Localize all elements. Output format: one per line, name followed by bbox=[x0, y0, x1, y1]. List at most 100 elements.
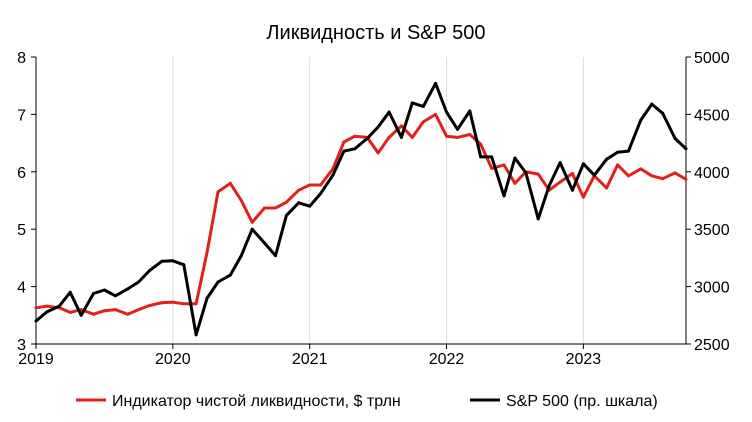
liquidity-line-point bbox=[102, 309, 106, 313]
left-tick-label: 8 bbox=[17, 50, 26, 67]
sp500-line-point bbox=[171, 259, 175, 263]
sp500-line-point bbox=[182, 263, 186, 267]
liquidity-line-point bbox=[148, 304, 152, 307]
legend-label: Индикатор чистой ликвидности, $ трлн bbox=[112, 393, 401, 410]
sp500-line-point bbox=[308, 204, 312, 208]
liquidity-line-point bbox=[490, 166, 494, 170]
liquidity-line-point bbox=[468, 133, 472, 136]
sp500-line-point bbox=[536, 217, 540, 221]
sp500-line-point bbox=[410, 101, 414, 105]
liquidity-line-point bbox=[581, 195, 585, 199]
sp500-line-point bbox=[45, 310, 49, 314]
chart-title: Ликвидность и S&P 500 bbox=[266, 22, 485, 44]
x-tick-label: 2021 bbox=[292, 351, 328, 368]
liquidity-line-point bbox=[182, 302, 186, 306]
sp500-line-point bbox=[365, 137, 369, 140]
liquidity-line-point bbox=[68, 310, 72, 314]
sp500-line-point bbox=[205, 296, 209, 300]
liquidity-line-point bbox=[250, 220, 254, 224]
sp500-line-point bbox=[524, 171, 528, 175]
liquidity-line-point bbox=[502, 163, 506, 167]
liquidity-line-point bbox=[216, 190, 220, 194]
x-tick-label: 2023 bbox=[566, 351, 602, 368]
sp500-line-point bbox=[558, 161, 562, 165]
sp500-line-point bbox=[228, 273, 232, 277]
liquidity-line-point bbox=[308, 183, 312, 187]
sp500-line-point bbox=[113, 294, 117, 298]
x-tick-label: 2022 bbox=[429, 351, 465, 368]
liquidity-line-point bbox=[342, 140, 346, 144]
left-tick-label: 3 bbox=[17, 337, 26, 354]
liquidity-line-point bbox=[661, 177, 665, 181]
sp500-line-point bbox=[284, 213, 288, 217]
liquidity-line-point bbox=[113, 308, 117, 312]
sp500-line-point bbox=[79, 313, 83, 317]
liquidity-line-point bbox=[171, 300, 175, 304]
sp500-line-point bbox=[479, 155, 483, 159]
left-tick-label: 4 bbox=[17, 280, 26, 297]
sp500-line-point bbox=[274, 254, 277, 258]
grid-layer bbox=[172, 57, 584, 344]
sp500-line-point bbox=[126, 287, 130, 291]
legend: Индикатор чистой ликвидности, $ трлн S&P … bbox=[76, 393, 658, 410]
sp500-line-point bbox=[34, 319, 38, 323]
axis-layer: 2019 2020 2021 2022 2023 3 4 5 6 7 8 2500 3000 3500 40… bbox=[17, 50, 730, 368]
series-layer bbox=[34, 81, 688, 337]
liquidity-line-point bbox=[456, 135, 459, 139]
liquidity-line-point bbox=[684, 177, 688, 181]
liquidity-line-point bbox=[605, 186, 609, 190]
sp500-line bbox=[35, 81, 688, 337]
sp500-line-point bbox=[194, 333, 198, 337]
liquidity-line-point bbox=[160, 301, 164, 305]
liquidity-line-point bbox=[137, 308, 141, 312]
liquidity-line bbox=[35, 112, 687, 316]
liquidity-line-point bbox=[421, 120, 425, 124]
liquidity-line-point bbox=[34, 306, 38, 310]
sp500-line-point bbox=[137, 280, 141, 284]
liquidity-line-point bbox=[627, 174, 630, 178]
sp500-line-point bbox=[342, 149, 346, 153]
liquidity-line-point bbox=[263, 206, 266, 210]
liquidity-line-point bbox=[284, 200, 288, 204]
left-tick-label: 6 bbox=[17, 165, 26, 182]
sp500-line-point bbox=[547, 184, 551, 188]
liquidity-line-point bbox=[331, 167, 335, 171]
liquidity-line-point bbox=[479, 142, 483, 146]
left-tick-label: 5 bbox=[17, 222, 26, 239]
sp500-line-point bbox=[102, 288, 106, 292]
sp500-line-point bbox=[387, 110, 391, 114]
right-tick-label: 3500 bbox=[694, 222, 730, 239]
liquidity-line-point bbox=[513, 181, 517, 185]
liquidity-line-point bbox=[319, 183, 323, 187]
liquidity-line-point bbox=[205, 250, 209, 254]
right-tick-label: 4500 bbox=[694, 107, 730, 124]
liquidity-line-point bbox=[650, 174, 654, 178]
sp500-line-point bbox=[216, 280, 220, 284]
sp500-line-point bbox=[239, 254, 243, 258]
sp500-line-point bbox=[376, 125, 380, 129]
sp500-line-point bbox=[445, 110, 448, 114]
legend-label: S&P 500 (пр. шкала) bbox=[506, 393, 658, 410]
liquidity-line-point bbox=[558, 180, 562, 184]
sp500-line-point bbox=[513, 156, 517, 160]
liquidity-line-point bbox=[639, 167, 643, 171]
liquidity-line-point bbox=[45, 304, 49, 308]
liquidity-line-point bbox=[445, 134, 448, 138]
right-tick-label: 5000 bbox=[694, 50, 730, 67]
sp500-line-point bbox=[490, 155, 494, 159]
x-tick-label: 2019 bbox=[18, 351, 54, 368]
sp500-line-point bbox=[468, 109, 472, 113]
right-tick-label: 4000 bbox=[694, 165, 730, 182]
left-tick-label: 7 bbox=[17, 107, 26, 124]
sp500-line-point bbox=[68, 290, 72, 294]
x-tick-label: 2020 bbox=[155, 351, 191, 368]
sp500-line-point bbox=[148, 269, 152, 272]
sp500-line-point bbox=[160, 259, 164, 263]
liquidity-line-point bbox=[92, 312, 95, 316]
sp500-line-point bbox=[570, 188, 574, 192]
sp500-line-point bbox=[502, 194, 506, 198]
sp500-line-point bbox=[605, 157, 609, 161]
liquidity-line-point bbox=[239, 199, 243, 202]
sp500-line-point bbox=[434, 81, 438, 85]
